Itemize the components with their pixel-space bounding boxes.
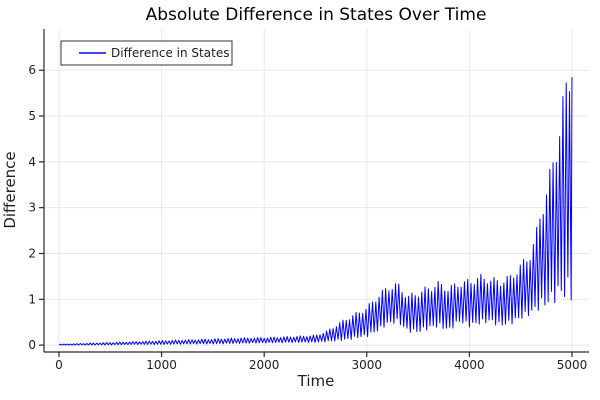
x-tick-label: 1000 <box>146 358 177 372</box>
gridlines <box>44 29 589 352</box>
difference-series-line <box>58 77 573 346</box>
y-tick-label: 3 <box>28 201 36 215</box>
x-tick-label: 3000 <box>351 358 382 372</box>
x-tick-label: 0 <box>55 358 63 372</box>
axes <box>39 29 589 357</box>
y-tick-label: 0 <box>28 338 36 352</box>
chart-title: Absolute Difference in States Over Time <box>146 5 487 25</box>
legend-label: Difference in States <box>111 46 229 60</box>
y-tick-label: 1 <box>28 292 36 306</box>
y-tick-label: 4 <box>28 155 36 169</box>
y-tick-label: 6 <box>28 63 36 77</box>
x-tick-label: 4000 <box>454 358 485 372</box>
y-tick-label: 2 <box>28 246 36 260</box>
x-tick-label: 5000 <box>557 358 588 372</box>
y-tick-label: 5 <box>28 109 36 123</box>
series-group <box>58 77 573 346</box>
legend: Difference in States <box>60 40 233 66</box>
x-tick-label: 2000 <box>249 358 280 372</box>
x-axis-label: Time <box>297 372 335 390</box>
tick-labels: 0 1000 2000 3000 4000 5000 0 1 2 3 4 5 6 <box>28 63 587 372</box>
y-axis-label: Difference <box>1 151 19 228</box>
